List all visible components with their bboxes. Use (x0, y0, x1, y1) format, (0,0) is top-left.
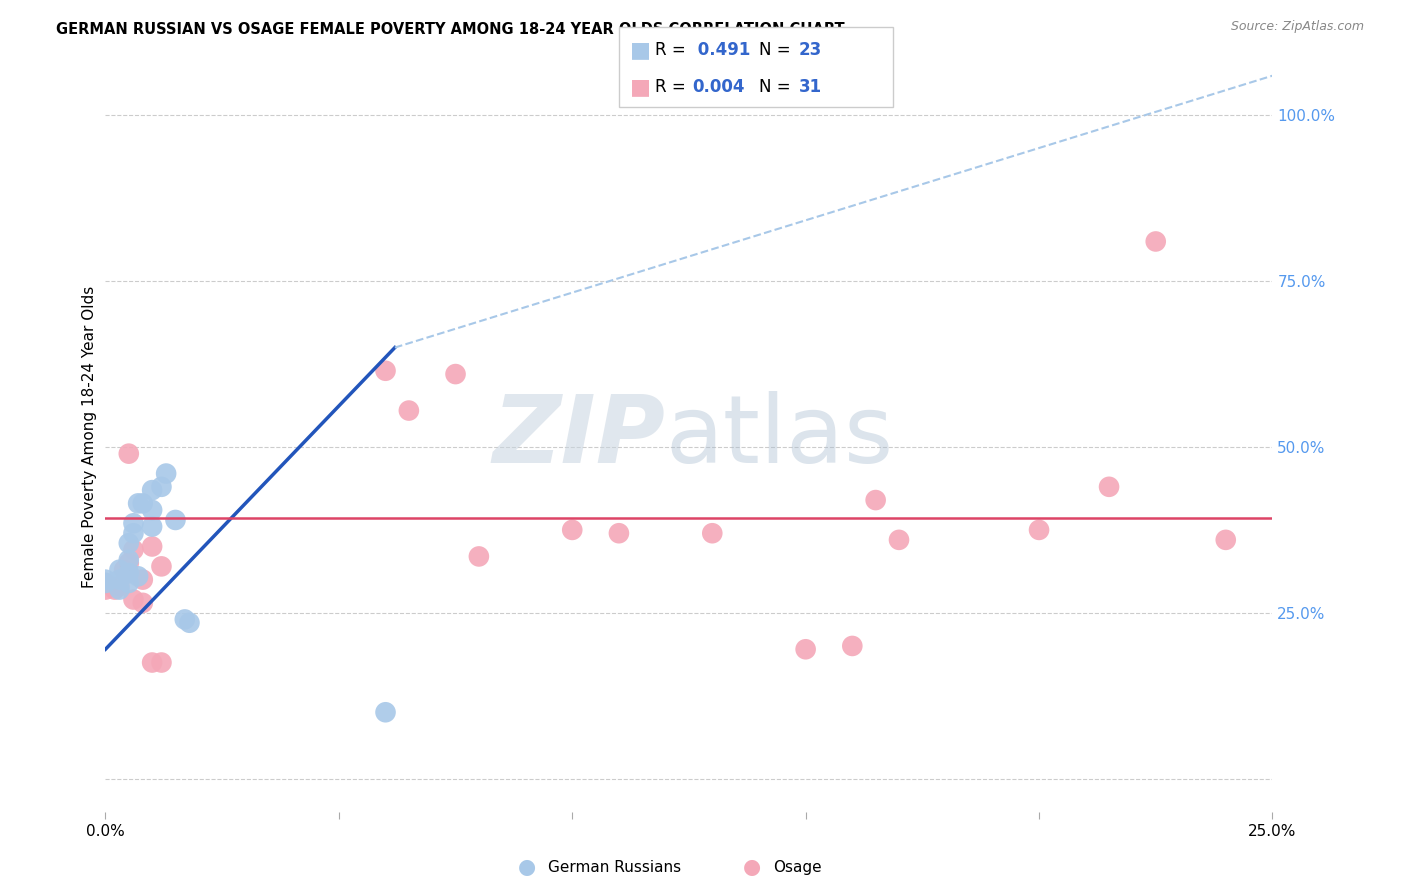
Point (118, 536, 141, 550)
Text: ZIP: ZIP (492, 391, 665, 483)
Point (141, 483, 163, 497)
Point (122, 542, 145, 557)
Point (150, 656, 173, 670)
Point (127, 496, 149, 510)
Point (122, 516, 145, 531)
Point (141, 656, 163, 670)
Point (94, 582, 117, 597)
Point (374, 364, 396, 378)
Text: German Russians: German Russians (548, 860, 682, 874)
Point (108, 582, 131, 597)
Point (179, 615, 201, 630)
Text: ●: ● (519, 857, 536, 877)
Point (1144, 235, 1167, 249)
Text: R =: R = (655, 41, 692, 59)
Point (118, 576, 141, 591)
Text: Osage: Osage (773, 860, 823, 874)
Point (444, 367, 467, 381)
Point (374, 705, 396, 719)
Point (108, 573, 131, 587)
Point (468, 549, 491, 564)
Point (132, 496, 155, 510)
Text: atlas: atlas (665, 391, 894, 483)
Point (1098, 480, 1121, 494)
Point (398, 403, 420, 417)
Text: N =: N = (759, 41, 796, 59)
Point (607, 526, 630, 541)
Text: ■: ■ (630, 40, 651, 60)
Text: 31: 31 (799, 78, 821, 96)
Point (127, 569, 149, 583)
Point (887, 533, 910, 547)
Text: 0.004: 0.004 (692, 78, 744, 96)
Point (865, 493, 887, 508)
Point (165, 513, 187, 527)
Point (94, 576, 117, 591)
Point (155, 467, 177, 481)
Point (1215, 533, 1237, 547)
Point (108, 563, 131, 577)
Point (118, 566, 141, 580)
Point (794, 642, 817, 657)
Point (173, 612, 195, 626)
Point (150, 559, 173, 574)
Point (104, 582, 127, 597)
Text: R =: R = (655, 78, 692, 96)
Point (122, 526, 145, 541)
Point (561, 523, 583, 537)
Point (118, 553, 141, 567)
Point (112, 563, 135, 577)
Point (108, 579, 131, 593)
Point (118, 447, 141, 461)
Text: N =: N = (759, 78, 796, 96)
Point (132, 573, 155, 587)
Point (141, 519, 163, 533)
Y-axis label: Female Poverty Among 18-24 Year Olds: Female Poverty Among 18-24 Year Olds (82, 286, 97, 588)
Text: Source: ZipAtlas.com: Source: ZipAtlas.com (1230, 20, 1364, 33)
Point (118, 566, 141, 580)
Point (841, 639, 863, 653)
Point (150, 480, 173, 494)
Text: ■: ■ (630, 78, 651, 97)
Point (94, 576, 117, 591)
Point (702, 526, 724, 541)
Point (141, 540, 163, 554)
Point (94, 573, 117, 587)
Text: 23: 23 (799, 41, 823, 59)
Text: 0.491: 0.491 (692, 41, 751, 59)
Text: GERMAN RUSSIAN VS OSAGE FEMALE POVERTY AMONG 18-24 YEAR OLDS CORRELATION CHART: GERMAN RUSSIAN VS OSAGE FEMALE POVERTY A… (56, 22, 845, 37)
Text: ●: ● (744, 857, 761, 877)
Point (122, 592, 145, 607)
Point (118, 556, 141, 570)
Point (141, 503, 163, 517)
Point (1028, 523, 1050, 537)
Point (132, 596, 155, 610)
